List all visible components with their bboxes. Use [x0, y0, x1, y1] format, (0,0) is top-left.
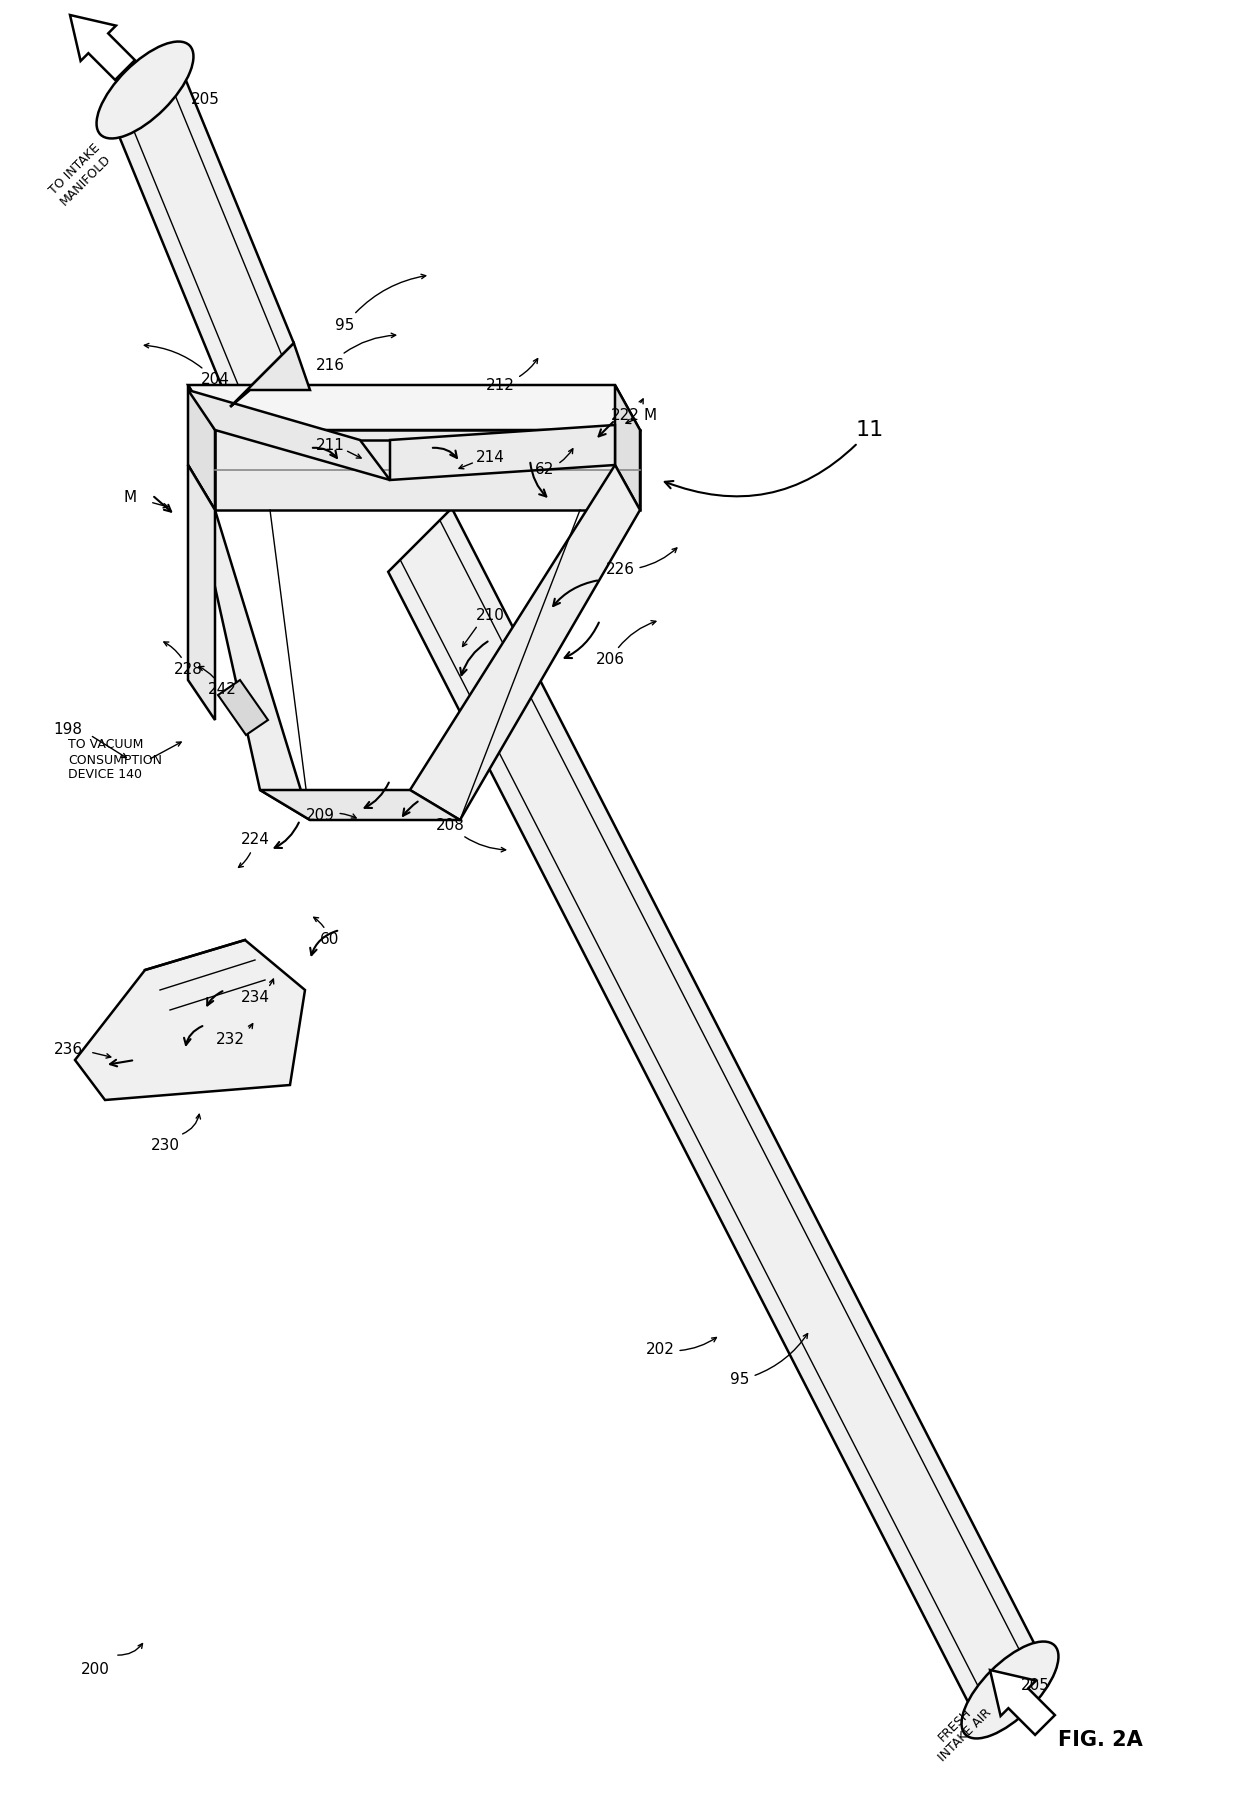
Text: 95: 95	[335, 275, 425, 333]
Text: TO VACUUM
CONSUMPTION
DEVICE 140: TO VACUUM CONSUMPTION DEVICE 140	[68, 739, 162, 782]
Polygon shape	[113, 58, 294, 406]
Polygon shape	[215, 430, 640, 511]
Text: 204: 204	[144, 343, 229, 388]
Text: 200: 200	[81, 1663, 109, 1678]
Text: 62: 62	[536, 450, 573, 478]
Polygon shape	[218, 680, 268, 735]
Text: 230: 230	[150, 1138, 180, 1153]
Text: 208: 208	[435, 818, 506, 852]
Text: 226: 226	[605, 548, 677, 577]
Text: 206: 206	[595, 620, 656, 667]
Text: 242: 242	[198, 667, 237, 698]
Text: M: M	[644, 408, 656, 423]
Text: FRESH
INTAKE AIR: FRESH INTAKE AIR	[926, 1696, 994, 1764]
Text: 202: 202	[646, 1338, 717, 1357]
FancyArrow shape	[69, 14, 135, 79]
Text: 224: 224	[238, 832, 269, 867]
Text: 234: 234	[241, 980, 274, 1005]
Text: 209: 209	[305, 807, 356, 822]
Polygon shape	[188, 385, 640, 430]
Text: 236: 236	[53, 1043, 83, 1057]
Polygon shape	[231, 343, 310, 406]
Text: 205: 205	[191, 92, 219, 108]
FancyArrow shape	[990, 1670, 1055, 1735]
Text: FIG. 2A: FIG. 2A	[1058, 1730, 1142, 1749]
Polygon shape	[260, 789, 460, 820]
Text: 95: 95	[730, 1334, 807, 1388]
Text: 216: 216	[315, 333, 396, 372]
Polygon shape	[410, 466, 640, 820]
Text: 210: 210	[476, 608, 505, 622]
Text: 11: 11	[665, 421, 884, 496]
Text: 212: 212	[486, 358, 538, 392]
Text: 228: 228	[164, 642, 202, 678]
Text: 211: 211	[315, 437, 345, 453]
Text: 232: 232	[216, 1023, 253, 1048]
Ellipse shape	[97, 41, 193, 138]
Text: 205: 205	[1021, 1678, 1049, 1692]
Polygon shape	[74, 940, 305, 1100]
Polygon shape	[188, 390, 391, 480]
Polygon shape	[188, 466, 215, 719]
Text: TO INTAKE
MANIFOLD: TO INTAKE MANIFOLD	[47, 142, 113, 209]
Polygon shape	[188, 466, 310, 820]
Text: M: M	[124, 491, 136, 505]
Text: 198: 198	[53, 723, 83, 737]
Polygon shape	[615, 385, 640, 511]
Text: 60: 60	[314, 917, 340, 948]
Polygon shape	[391, 424, 615, 480]
Polygon shape	[388, 509, 1042, 1722]
Ellipse shape	[961, 1642, 1059, 1739]
Polygon shape	[188, 385, 215, 511]
Text: 222: 222	[610, 399, 644, 423]
Text: 214: 214	[476, 451, 505, 466]
